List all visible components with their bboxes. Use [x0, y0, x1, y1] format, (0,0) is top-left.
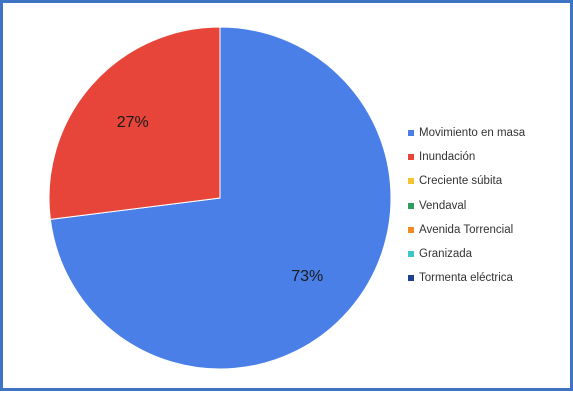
- legend-label: Inundación: [419, 151, 476, 164]
- legend-item-5: Granizada: [408, 242, 568, 266]
- slice-label-1: 27%: [117, 114, 149, 131]
- legend-swatch: [408, 202, 414, 209]
- legend-item-2: Creciente súbita: [408, 169, 568, 193]
- legend-label: Movimiento en masa: [419, 127, 526, 140]
- legend-swatch: [408, 251, 414, 258]
- legend-swatch: [408, 154, 414, 161]
- legend-item-0: Movimiento en masa: [408, 121, 568, 145]
- legend-label: Granizada: [419, 248, 473, 261]
- legend-swatch: [408, 226, 414, 233]
- legend-label: Creciente súbita: [419, 175, 503, 188]
- legend-label: Tormenta eléctrica: [419, 272, 513, 285]
- legend: Movimiento en masa Inundación Creciente sú…: [408, 121, 568, 290]
- legend-label: Avenida Torrencial: [419, 223, 514, 236]
- pie-chart: 73% 27%: [48, 26, 392, 370]
- pie-slice-1: [48, 26, 221, 220]
- legend-item-4: Avenida Torrencial: [408, 218, 568, 242]
- pie-slice-0: [49, 26, 392, 370]
- legend-label: Vendaval: [419, 199, 467, 212]
- legend-item-1: Inundación: [408, 145, 568, 169]
- slice-label-0: 73%: [291, 268, 323, 285]
- legend-swatch: [408, 130, 414, 137]
- legend-item-3: Vendaval: [408, 194, 568, 218]
- legend-swatch: [408, 178, 414, 185]
- legend-swatch: [408, 275, 414, 282]
- legend-item-6: Tormenta eléctrica: [408, 266, 568, 290]
